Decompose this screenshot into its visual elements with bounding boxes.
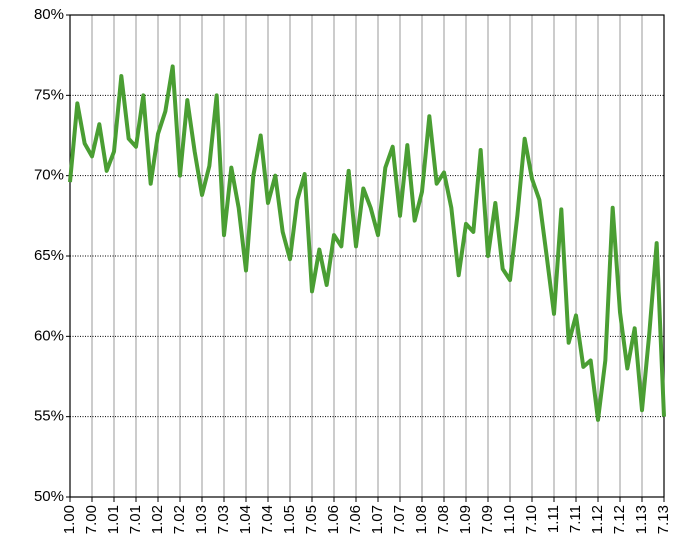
y-tick-label: 80% [34,6,64,23]
x-tick-label: 7.02 [171,505,188,534]
x-tick-label: 1.10 [501,505,518,534]
data-line [68,64,666,422]
x-tick-label: 1.00 [61,505,78,534]
x-tick-label: 1.08 [413,505,430,534]
x-tick-label: 7.09 [479,505,496,534]
x-tick-label: 7.08 [435,505,452,534]
x-tick-label: 7.04 [259,505,276,534]
y-tick-label: 65% [34,247,64,264]
x-tick-label: 7.03 [215,505,232,534]
y-tick-label: 70% [34,167,64,184]
x-tick-label: 1.02 [149,505,166,534]
x-tick-label: 7.01 [127,505,144,534]
x-tick-label: 7.00 [83,505,100,534]
x-tick-label: 1.04 [237,505,254,534]
x-tick-label: 1.09 [457,505,474,534]
x-tick-label: 1.11 [545,505,562,533]
x-tick-label: 1.01 [105,505,122,534]
x-tick-label: 7.13 [655,505,672,534]
y-tick-label: 55% [34,408,64,425]
x-tick-label: 1.12 [589,505,606,534]
x-tick-label: 7.05 [303,505,320,534]
x-tick-label: 1.05 [281,505,298,534]
x-tick-label: 7.07 [391,505,408,534]
x-tick-label: 1.03 [193,505,210,534]
x-tick-label: 7.12 [611,505,628,534]
x-tick-label: 7.10 [523,505,540,534]
x-tick-label: 1.06 [325,505,342,534]
y-tick-label: 50% [34,488,64,505]
x-tick-label: 7.06 [347,505,364,534]
y-tick-label: 60% [34,327,64,344]
x-tick-label: 1.13 [633,505,650,534]
x-tick-label: 1.07 [369,505,386,534]
plot-frame [69,14,665,498]
x-tick-label: 7.11 [567,505,584,533]
y-tick-label: 75% [34,86,64,103]
